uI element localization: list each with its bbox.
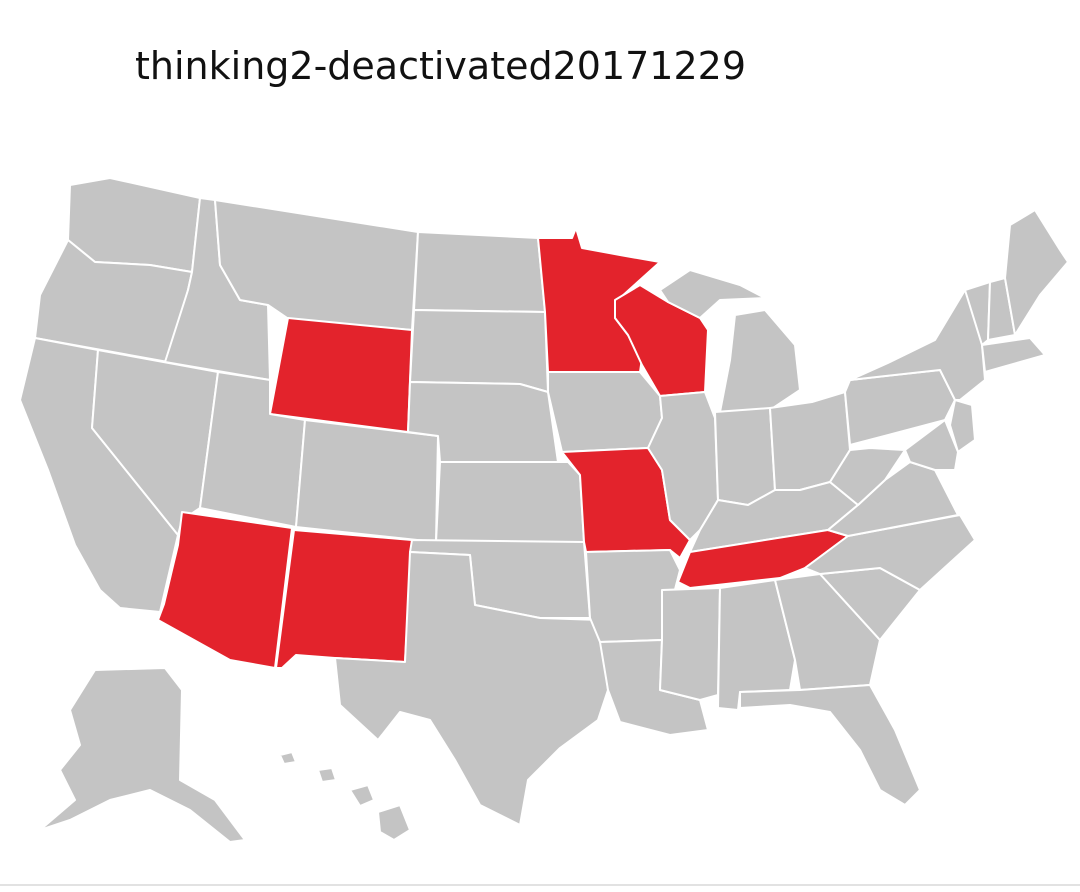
state-maryland [904, 419, 959, 471]
state-colorado [295, 419, 439, 543]
state-wyoming [269, 317, 413, 433]
state-iowa [547, 371, 663, 453]
state-illinois [647, 391, 719, 541]
state-alaska [39, 667, 246, 843]
state-texas [334, 551, 609, 826]
state-new-mexico [275, 529, 413, 669]
us-map [0, 160, 1080, 860]
state-south-dakota [409, 309, 549, 393]
post-username[interactable]: thinking2-deactivated20171229 [135, 44, 747, 88]
state-indiana [714, 407, 776, 506]
state-maine [1004, 209, 1069, 336]
state-hawaii [279, 751, 411, 841]
divider-line [0, 884, 1080, 886]
state-mississippi [659, 587, 721, 701]
state-michigan [659, 269, 801, 413]
state-north-dakota [413, 231, 546, 313]
state-massachusetts [981, 337, 1046, 373]
state-kansas [435, 461, 585, 543]
state-florida [739, 684, 921, 806]
state-new-jersey [949, 399, 976, 453]
state-arizona [157, 511, 293, 669]
